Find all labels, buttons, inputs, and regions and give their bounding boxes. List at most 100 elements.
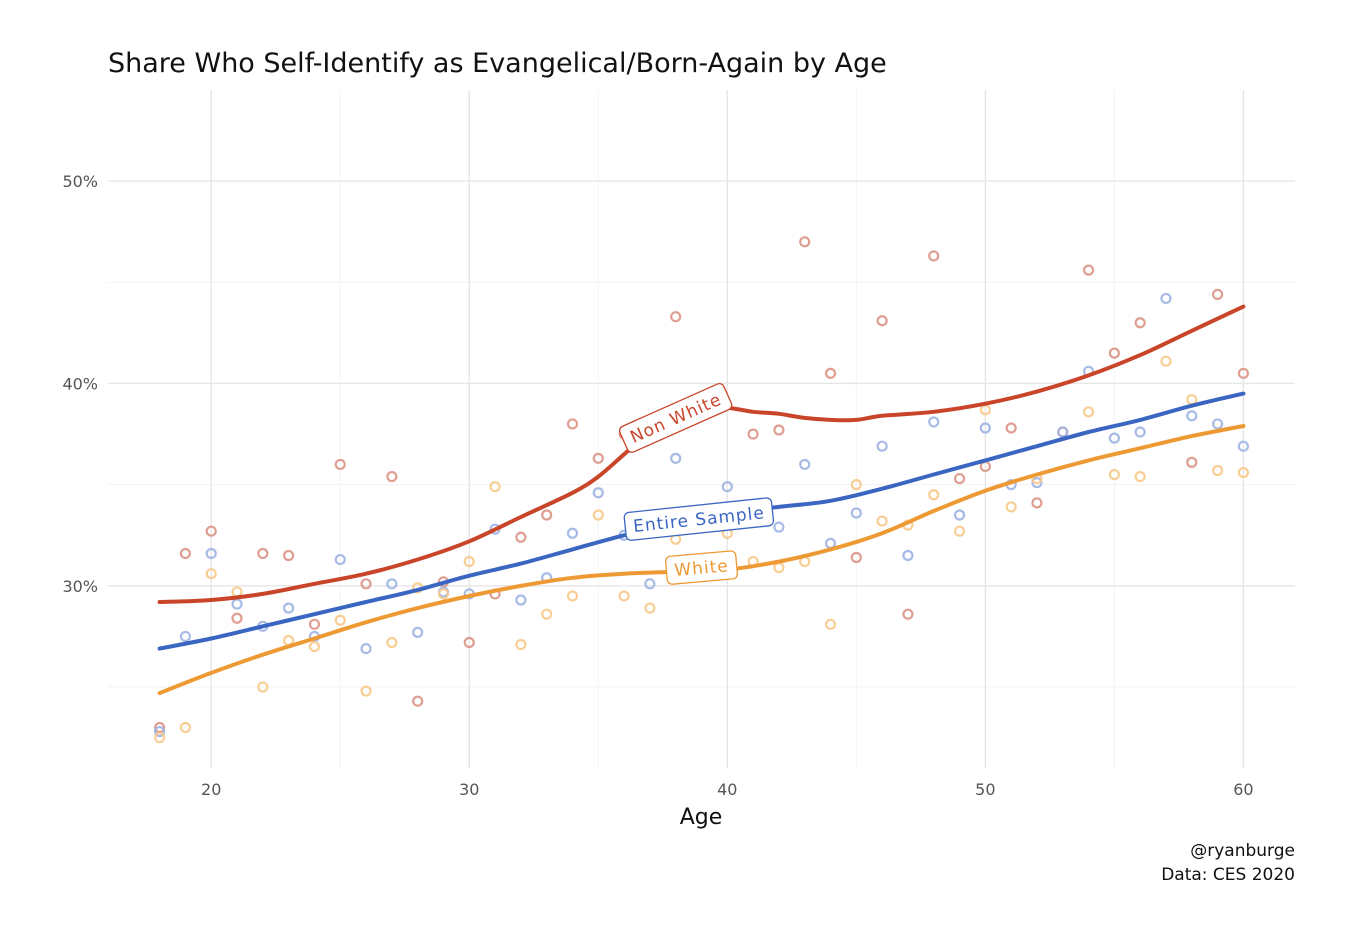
point-entire-sample [179,630,192,643]
point-non-white [824,367,837,379]
point-white [515,638,527,651]
x-tick-label: 50 [975,780,995,799]
point-white [1186,394,1198,406]
point-white [566,590,579,602]
point-entire-sample [515,594,527,606]
x-tick-label: 20 [201,780,221,799]
point-entire-sample [721,481,733,493]
label-non-white: Non White [618,382,733,453]
point-white [1237,466,1249,479]
point-white [308,640,321,653]
point-non-white [1211,288,1224,301]
point-non-white [902,608,914,620]
point-entire-sample [979,422,991,434]
caption-source: Data: CES 2020 [1161,865,1295,885]
point-non-white [1134,317,1146,329]
point-non-white [541,509,553,521]
point-non-white [257,547,269,560]
point-white [179,721,192,734]
label-white: White [664,550,739,585]
label-box-entire-sample [623,497,775,541]
caption-handle: @ryanburge [1190,841,1295,861]
point-entire-sample [953,509,966,521]
point-white [928,489,940,501]
point-white [592,509,604,521]
point-entire-sample [902,549,914,562]
point-non-white [412,695,424,707]
point-non-white [928,250,940,262]
point-white [1211,464,1224,477]
point-entire-sample [1108,432,1120,444]
point-white [850,479,862,491]
point-non-white [566,418,579,430]
point-white [1082,406,1095,418]
point-white [1160,355,1172,367]
point-entire-sample [360,642,372,655]
point-white [953,525,966,537]
point-entire-sample [386,578,398,590]
point-white [1134,470,1146,483]
point-white [644,602,656,614]
point-entire-sample [566,527,579,539]
point-non-white [360,578,372,590]
x-tick-label: 40 [717,780,737,799]
point-non-white [515,531,527,543]
point-non-white [1186,456,1198,468]
point-non-white [179,547,192,560]
point-white [463,555,475,568]
x-tick-label: 30 [459,780,479,799]
point-white [1005,501,1017,513]
point-non-white [1082,264,1095,276]
point-entire-sample [773,521,785,533]
points-white [154,355,1249,744]
point-white [876,515,888,527]
point-non-white [1031,497,1043,509]
point-entire-sample [1057,426,1069,438]
point-white [1108,468,1120,481]
point-non-white [1005,422,1017,434]
label-text-white: White [674,556,730,581]
point-non-white [876,315,888,327]
point-white [360,685,372,697]
point-white [257,681,269,693]
point-non-white [334,458,346,471]
data-points [154,236,1249,744]
point-white [154,732,166,744]
x-axis-title: Age [680,805,723,830]
point-non-white [1108,347,1120,359]
point-entire-sample [670,452,682,464]
chart-title: Share Who Self-Identify as Evangelical/B… [108,48,887,79]
point-entire-sample [412,626,424,639]
label-box-non-white [618,382,733,453]
point-non-white [850,551,862,564]
point-non-white [283,549,295,562]
point-non-white [386,470,398,483]
point-entire-sample [850,507,862,519]
point-entire-sample [1186,410,1198,422]
point-entire-sample [799,458,811,471]
y-tick-label: 40% [62,374,98,393]
point-white [334,614,346,626]
grid [108,90,1295,768]
point-entire-sample [1237,440,1249,452]
points-non-white [154,236,1249,734]
point-non-white [799,236,811,248]
point-white [437,588,450,600]
point-entire-sample [1211,418,1224,430]
label-entire-sample: Entire Sample [623,497,775,541]
point-entire-sample [876,440,888,452]
point-white [773,562,785,574]
point-entire-sample [334,553,346,566]
point-white [386,636,398,649]
point-white [541,608,553,620]
point-non-white [154,721,166,734]
point-entire-sample [205,547,217,560]
y-tick-label: 30% [62,577,98,596]
trend-lines [157,304,1246,696]
point-entire-sample [154,725,166,738]
point-non-white [773,424,785,436]
point-entire-sample [1160,292,1172,305]
point-white [824,618,837,630]
point-non-white [308,618,321,630]
